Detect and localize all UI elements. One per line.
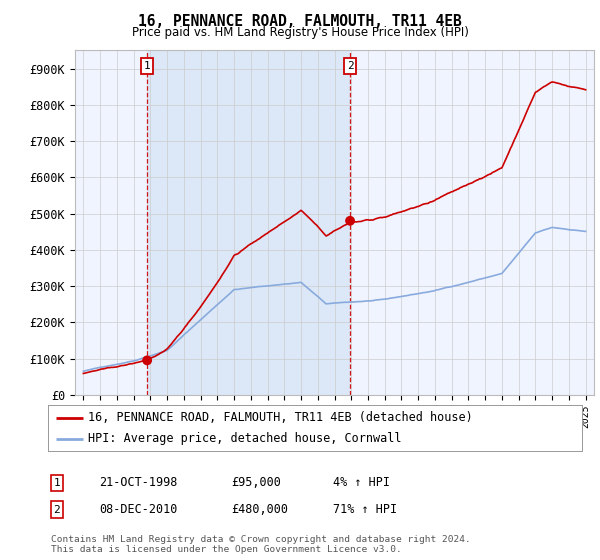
Text: 1: 1 (53, 478, 61, 488)
Text: 2: 2 (53, 505, 61, 515)
Bar (147, 50, 350, 395)
Text: 4% ↑ HPI: 4% ↑ HPI (333, 476, 390, 489)
Text: £480,000: £480,000 (231, 503, 288, 516)
Text: 71% ↑ HPI: 71% ↑ HPI (333, 503, 397, 516)
Text: Contains HM Land Registry data © Crown copyright and database right 2024.
This d: Contains HM Land Registry data © Crown c… (51, 535, 471, 554)
Text: Price paid vs. HM Land Registry's House Price Index (HPI): Price paid vs. HM Land Registry's House … (131, 26, 469, 39)
Text: HPI: Average price, detached house, Cornwall: HPI: Average price, detached house, Corn… (88, 432, 401, 445)
Text: 08-DEC-2010: 08-DEC-2010 (99, 503, 178, 516)
Text: 2: 2 (347, 61, 353, 71)
Text: 16, PENNANCE ROAD, FALMOUTH, TR11 4EB: 16, PENNANCE ROAD, FALMOUTH, TR11 4EB (138, 14, 462, 29)
Text: 1: 1 (144, 61, 151, 71)
Point (345, 216, 355, 225)
Text: £95,000: £95,000 (231, 476, 281, 489)
Point (142, 356, 152, 365)
Text: 16, PENNANCE ROAD, FALMOUTH, TR11 4EB (detached house): 16, PENNANCE ROAD, FALMOUTH, TR11 4EB (d… (88, 411, 473, 424)
Text: 21-OCT-1998: 21-OCT-1998 (99, 476, 178, 489)
